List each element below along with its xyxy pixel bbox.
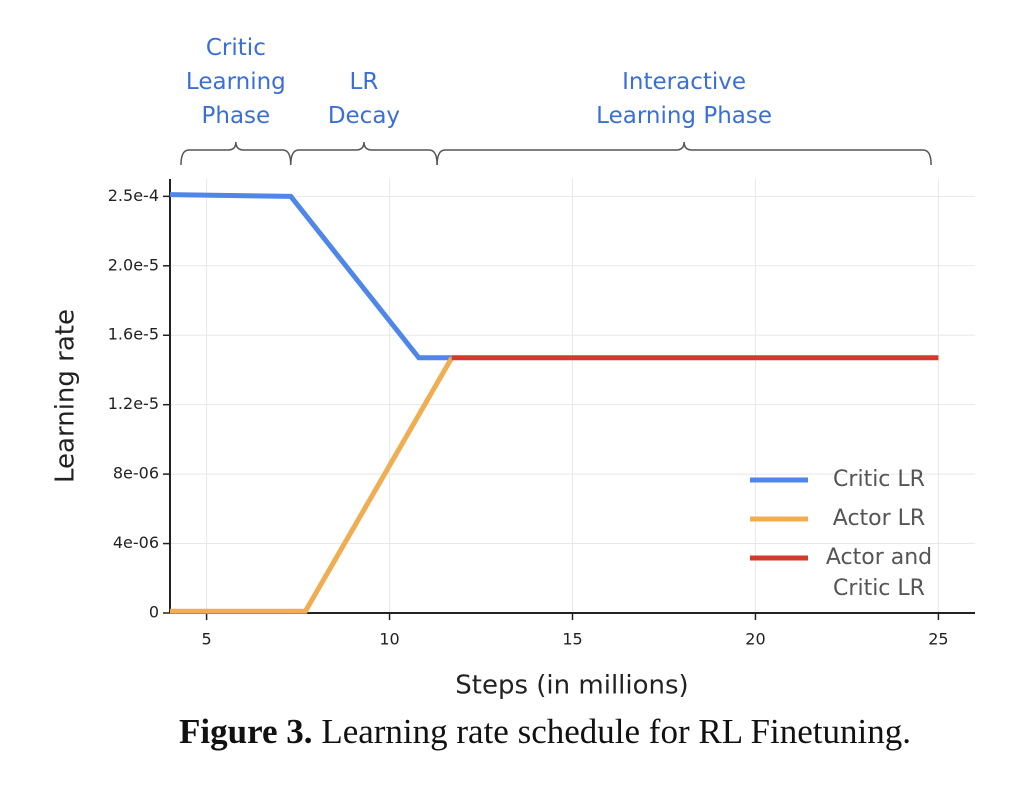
phase-label: Critic Learning Phase xyxy=(185,35,286,129)
y-tick-label: 4e-06 xyxy=(113,533,159,552)
x-tick-label: 10 xyxy=(379,630,399,649)
line xyxy=(170,356,454,614)
caption: Figure 3. Learning rate schedule for RL … xyxy=(0,712,1032,752)
x-axis-label: Steps (in millions) xyxy=(455,671,688,701)
y-axis-label: Learning rate xyxy=(51,309,81,483)
x-tick-label: 25 xyxy=(928,630,948,649)
caption-label: Figure 3. xyxy=(179,712,313,751)
y-tick-label: 0 xyxy=(149,603,159,622)
phase-brace xyxy=(436,141,932,166)
y-tick-label: 1.2e-5 xyxy=(108,394,159,413)
line xyxy=(169,192,452,361)
y-tick-label: 1.6e-5 xyxy=(108,325,159,344)
x-tick-label: 5 xyxy=(201,630,211,649)
legend-label: Critic LR xyxy=(833,467,925,492)
legend-label: Actor and Critic LR xyxy=(825,545,933,601)
y-tick-label: 8e-06 xyxy=(113,464,159,483)
y-tick-label: 2.0e-5 xyxy=(108,255,159,274)
phase-label: Interactive Learning Phase xyxy=(596,69,773,129)
legend-label: Actor LR xyxy=(832,506,926,531)
x-tick-label: 15 xyxy=(562,630,582,649)
y-tick-label: 2.5e-4 xyxy=(108,186,159,205)
phase-brace xyxy=(180,141,292,166)
phase-label: LR Decay xyxy=(327,69,401,129)
caption-text: Learning rate schedule for RL Finetuning… xyxy=(321,712,911,751)
x-tick-label: 20 xyxy=(745,630,765,649)
phase-brace xyxy=(290,141,438,166)
